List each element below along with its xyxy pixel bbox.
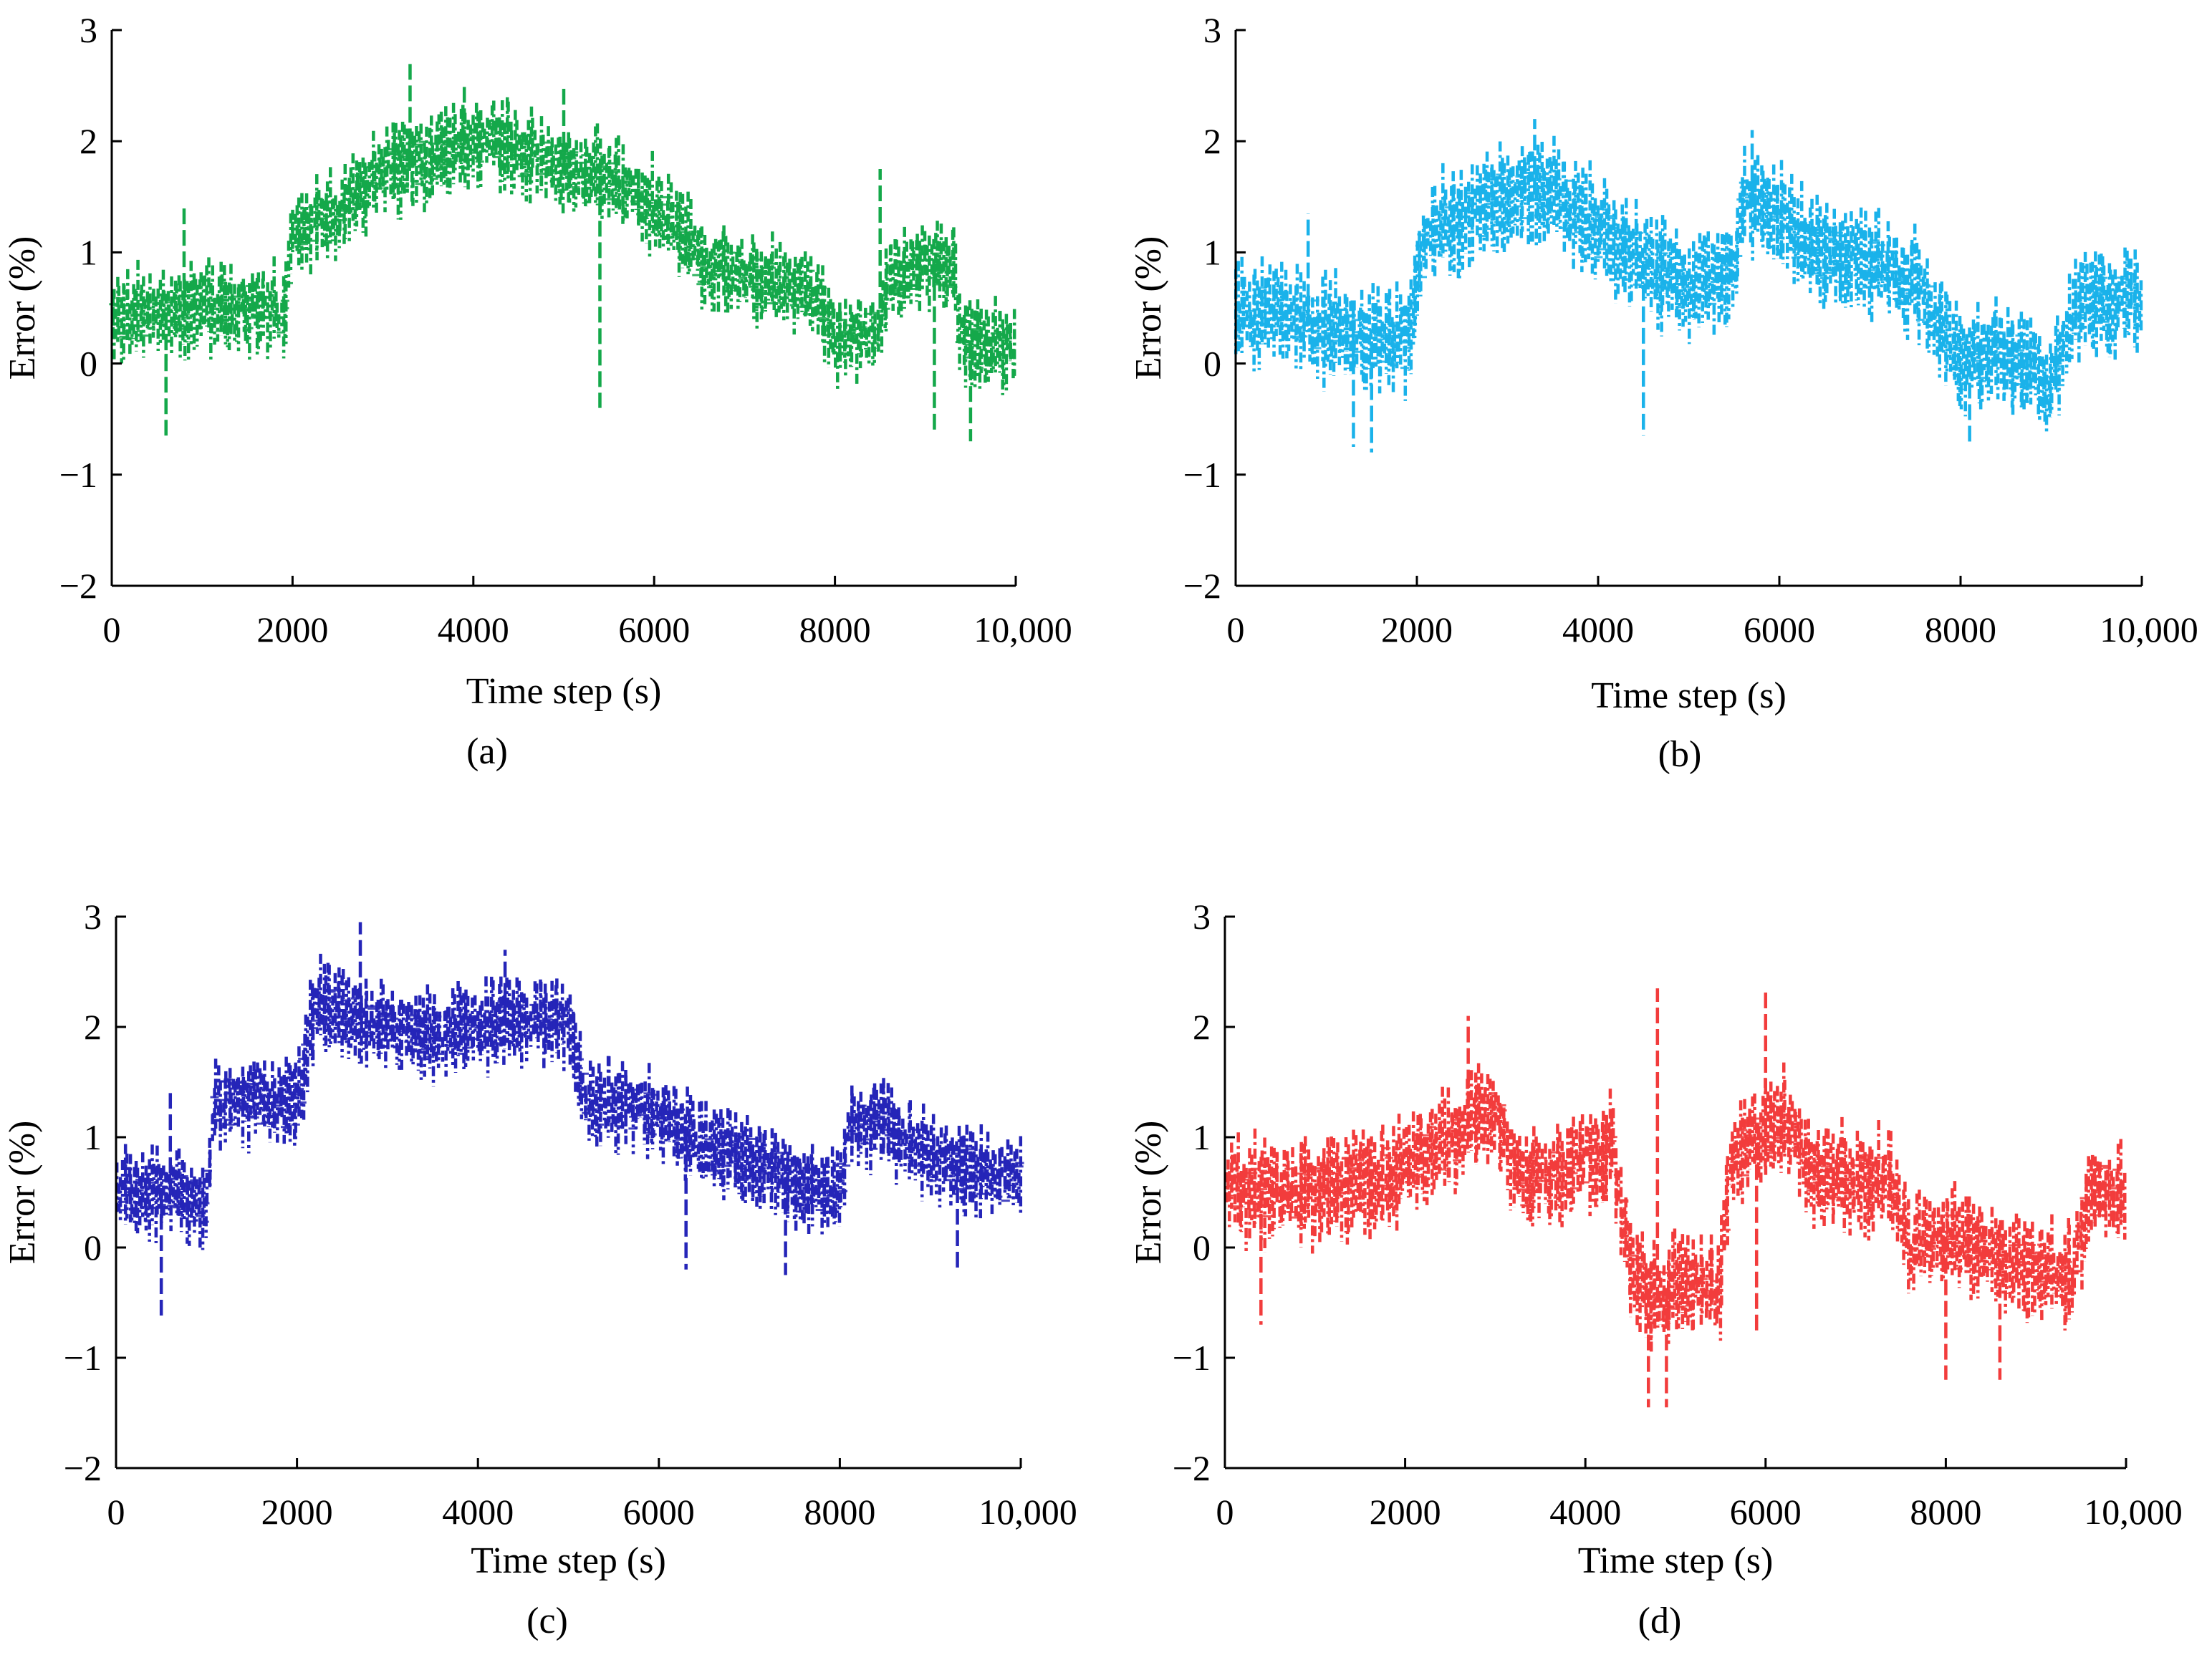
x-tick-label: 8000 <box>804 1492 875 1532</box>
x-tick-label: 2000 <box>1370 1492 1441 1532</box>
data-trace-b <box>1234 119 2143 453</box>
x-tick-label: 6000 <box>623 1492 695 1532</box>
y-axis-title: Error (%) <box>2 236 43 380</box>
y-tick-label: 0 <box>1193 1227 1211 1268</box>
x-axis-title: Time step (s) <box>1578 1540 1774 1581</box>
y-tick-label: −1 <box>1183 455 1221 495</box>
y-tick-label: −1 <box>59 455 97 495</box>
x-tick-label: 6000 <box>1744 609 1815 650</box>
y-tick-label: 3 <box>80 10 97 50</box>
x-tick-label: 0 <box>1216 1492 1234 1532</box>
y-tick-label: 3 <box>84 897 102 937</box>
x-tick-label: 10,000 <box>978 1492 1077 1532</box>
y-tick-label: −2 <box>59 566 97 606</box>
y-tick-label: 2 <box>80 121 97 161</box>
panel-label: (d) <box>1638 1601 1682 1641</box>
panel-c: −2 −1 0 1 2 3 0 2000 4000 6000 8000 10,000 Time step… <box>2 897 1077 1641</box>
x-tick-label: 10,000 <box>2084 1492 2183 1532</box>
y-tick-label: 1 <box>1193 1117 1211 1157</box>
panel-d: −2 −1 0 1 2 3 0 2000 4000 6000 8000 10,000 Time step… <box>1128 897 2183 1641</box>
x-axis-title: Time step (s) <box>466 671 662 712</box>
y-tick-label: 3 <box>1203 10 1221 50</box>
y-tick-label: −1 <box>64 1338 102 1378</box>
x-tick-label: 4000 <box>442 1492 514 1532</box>
panel-label: (c) <box>526 1601 568 1641</box>
y-tick-label: 1 <box>84 1117 102 1157</box>
x-tick-label: 2000 <box>261 1492 333 1532</box>
y-tick-label: 2 <box>1193 1007 1211 1047</box>
panel-a: −2 −1 0 1 2 3 0 2000 4000 6000 8000 10,000 Time step… <box>2 10 1072 772</box>
x-tick-label: 8000 <box>1925 609 1996 650</box>
y-tick-label: −2 <box>1183 566 1221 606</box>
y-axis-title: Error (%) <box>1128 1121 1169 1265</box>
panel-label: (b) <box>1658 734 1702 775</box>
y-tick-label: 0 <box>84 1227 102 1268</box>
x-tick-label: 0 <box>103 609 121 650</box>
x-tick-label: 0 <box>107 1492 125 1532</box>
x-tick-label: 10,000 <box>973 609 1072 650</box>
x-axis-title: Time step (s) <box>1591 675 1787 716</box>
y-tick-label: −1 <box>1173 1338 1211 1378</box>
data-trace-c <box>115 922 1024 1320</box>
data-trace-d <box>1224 988 2127 1408</box>
x-tick-label: 2000 <box>256 609 328 650</box>
x-tick-label: 4000 <box>438 609 509 650</box>
x-tick-label: 10,000 <box>2100 609 2198 650</box>
x-tick-label: 8000 <box>1910 1492 1981 1532</box>
x-tick-label: 6000 <box>1730 1492 1802 1532</box>
panel-b: −2 −1 0 1 2 3 0 2000 4000 6000 8000 10,000 Time step… <box>1128 10 2198 775</box>
panel-label: (a) <box>466 731 508 772</box>
y-axis-title: Error (%) <box>2 1121 43 1265</box>
y-tick-label: 1 <box>80 232 97 272</box>
y-tick-label: −2 <box>1173 1448 1211 1488</box>
x-tick-label: 6000 <box>618 609 690 650</box>
x-tick-label: 2000 <box>1381 609 1453 650</box>
data-trace-a <box>109 63 1016 442</box>
y-tick-label: 0 <box>1203 344 1221 384</box>
y-axis-title: Error (%) <box>1128 236 1169 380</box>
y-tick-label: 0 <box>80 344 97 384</box>
y-tick-label: 2 <box>84 1007 102 1047</box>
x-tick-label: 8000 <box>799 609 871 650</box>
y-tick-label: 2 <box>1203 121 1221 161</box>
y-tick-label: 1 <box>1203 232 1221 272</box>
y-tick-label: 3 <box>1193 897 1211 937</box>
x-tick-label: 4000 <box>1562 609 1634 650</box>
x-axis-title: Time step (s) <box>471 1540 666 1581</box>
x-tick-label: 4000 <box>1549 1492 1621 1532</box>
y-tick-label: −2 <box>64 1448 102 1488</box>
x-tick-label: 0 <box>1227 609 1245 650</box>
